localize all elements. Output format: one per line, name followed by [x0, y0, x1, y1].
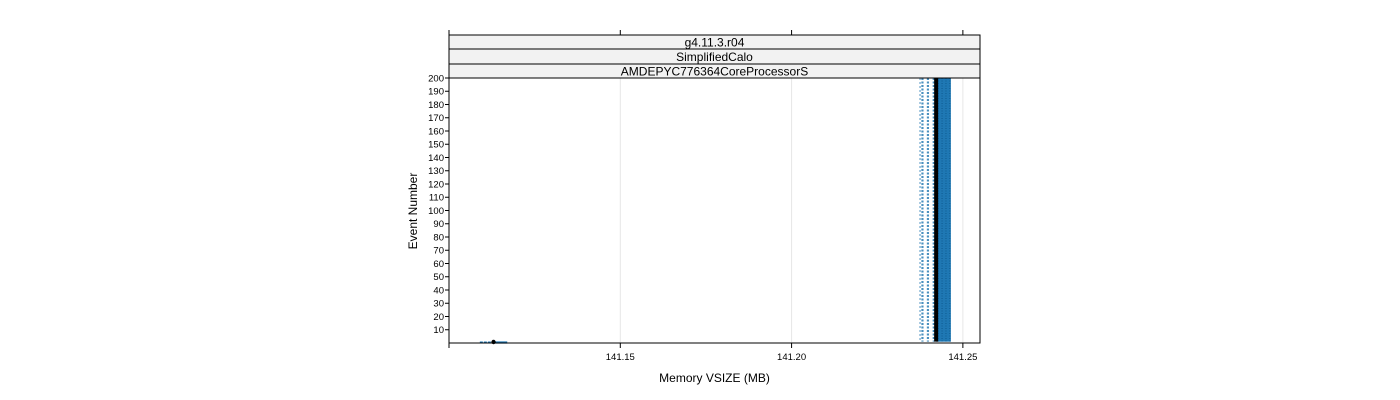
- grid: [619, 78, 964, 343]
- strip-label-version: g4.11.3.r04: [685, 36, 745, 50]
- y-tick-label: 120: [428, 179, 444, 190]
- panel-border: [448, 77, 981, 344]
- band-fill: [936, 78, 951, 342]
- y-tick-label: 70: [433, 246, 444, 257]
- y-tick-label: 50: [433, 272, 444, 283]
- data-marks: [479, 78, 951, 345]
- y-tick-label: 190: [428, 87, 444, 98]
- x-tick-label: 141.20: [777, 352, 806, 363]
- low-cluster-mean-point: [491, 339, 496, 345]
- top-axis-ticks: [448, 30, 964, 35]
- y-axis: 10 20 30 40 50 60 70 80 90 100 110 120 130 140 150 160 1…: [428, 73, 449, 336]
- x-tick-label: 141.15: [606, 352, 635, 363]
- y-tick-label: 30: [433, 299, 444, 310]
- x-axis: 141.15 141.20 141.25: [448, 343, 977, 363]
- y-tick-label: 170: [428, 113, 444, 124]
- y-tick-label: 110: [429, 193, 444, 204]
- y-tick-label: 100: [428, 206, 444, 217]
- y-tick-label: 140: [428, 153, 444, 164]
- strip-group: g4.11.3.r04 SimplifiedCalo AMDEPYC776364…: [448, 34, 981, 79]
- y-tick-label: 160: [428, 126, 444, 137]
- strip-label-test: SimplifiedCalo: [676, 50, 753, 64]
- y-tick-label: 130: [428, 166, 444, 177]
- y-tick-label: 80: [433, 232, 444, 243]
- x-axis-label: Memory VSIZE (MB): [659, 371, 770, 385]
- y-tick-label: 60: [433, 259, 444, 270]
- y-tick-label: 90: [433, 219, 444, 230]
- y-tick-label: 150: [428, 140, 444, 151]
- y-tick-label: 20: [433, 312, 444, 323]
- y-tick-label: 10: [433, 325, 444, 336]
- y-tick-label: 180: [428, 100, 444, 111]
- y-axis-label: Event Number: [406, 173, 420, 250]
- strip-label-processor: AMDEPYC776364CoreProcessorS: [621, 65, 808, 79]
- y-tick-label: 200: [428, 73, 444, 84]
- y-tick-label: 40: [433, 285, 444, 296]
- x-tick-label: 141.25: [948, 352, 977, 363]
